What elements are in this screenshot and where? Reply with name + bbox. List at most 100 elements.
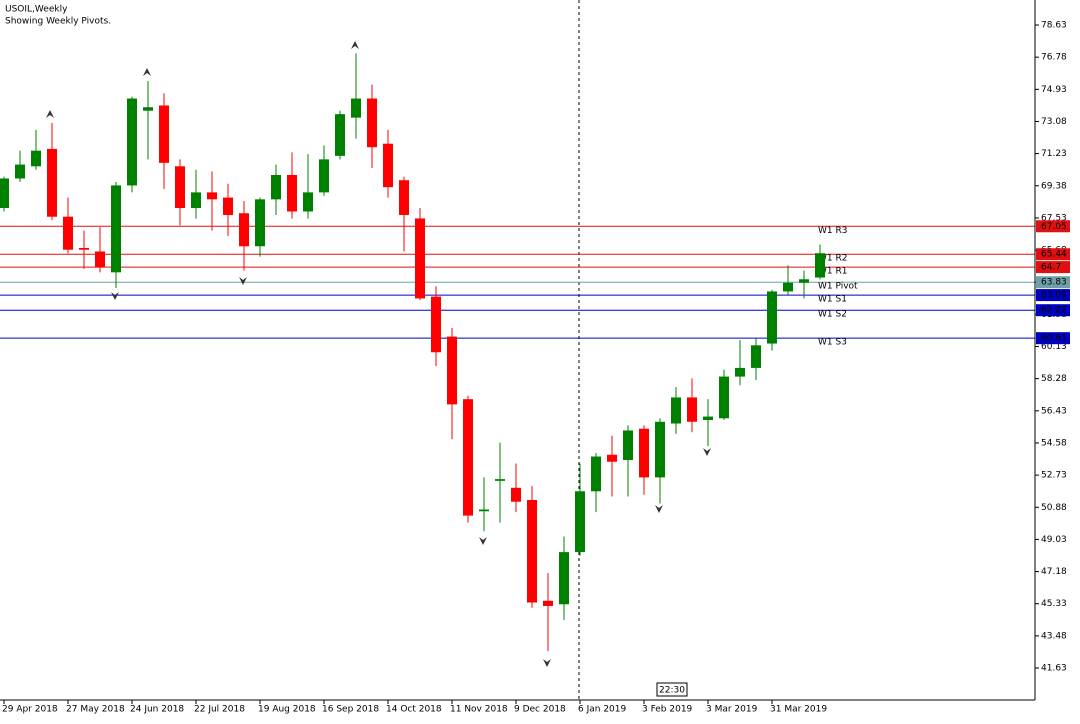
- candle-body: [287, 175, 297, 212]
- candle-body: [431, 296, 441, 353]
- candle-body: [175, 166, 185, 209]
- pivot-name: W1 S3: [818, 338, 847, 348]
- y-tick-label: 67.53: [1041, 213, 1067, 223]
- pivot-layer: W1 R3 67.05 W1 R2 65.44 W1 R1 64.7 W1 Pivot 63.…: [0, 220, 1070, 348]
- y-tick-label: 71.23: [1041, 149, 1067, 159]
- y-tick-label: 52.73: [1041, 471, 1067, 481]
- x-tick-label: 3 Mar 2019: [706, 705, 758, 715]
- time-box: [656, 682, 688, 697]
- fractal-up: [46, 110, 54, 118]
- candle-body: [527, 499, 537, 603]
- y-tick-label: 74.93: [1041, 85, 1067, 95]
- x-tick-label: 9 Dec 2018: [514, 705, 566, 715]
- y-tick-label: 56.43: [1041, 406, 1067, 416]
- pivot-value-box: [1036, 261, 1070, 274]
- candle-body: [671, 397, 681, 424]
- candle-body: [415, 218, 425, 299]
- candle-body: [751, 345, 761, 368]
- pivot-value-box: [1036, 289, 1070, 302]
- y-tick-label: 43.48: [1041, 631, 1067, 641]
- candle-body: [383, 143, 393, 188]
- candle-body: [255, 199, 265, 247]
- pivot-value-label: 63.09: [1041, 291, 1067, 301]
- pivot-value-label: 62.22: [1041, 306, 1067, 316]
- candle-body: [207, 192, 217, 200]
- time-label: 22:30: [659, 686, 685, 696]
- candle-body: [719, 376, 729, 419]
- pivot-value-box: [1036, 332, 1070, 345]
- x-tick-label: 19 Aug 2018: [258, 705, 316, 715]
- pivot-value-box: [1036, 304, 1070, 317]
- y-tick-label: 45.33: [1041, 599, 1067, 609]
- pivot-value-label: 63.83: [1041, 278, 1067, 288]
- candle-body: [95, 251, 105, 268]
- candle-body: [735, 367, 745, 377]
- fractal-down: [543, 659, 551, 667]
- y-tick-label: 50.88: [1041, 503, 1067, 513]
- candle-body: [111, 185, 121, 273]
- candle-body: [591, 456, 601, 492]
- candle-body: [543, 600, 553, 606]
- pivot-name: W1 R2: [818, 254, 847, 264]
- x-tick-label: 29 Apr 2018: [2, 705, 58, 715]
- candle-body: [799, 279, 809, 283]
- candle-body: [463, 399, 473, 516]
- y-tick-label: 47.18: [1041, 567, 1067, 577]
- y-tick-label: 69.38: [1041, 181, 1067, 191]
- candle-body: [815, 253, 825, 278]
- candle-body: [239, 213, 249, 247]
- pivot-value-label: 64.7: [1041, 263, 1061, 273]
- x-tick-label: 22 Jul 2018: [194, 705, 245, 715]
- candle-body: [495, 479, 505, 481]
- candle-body: [655, 421, 665, 478]
- pivot-name: W1 S1: [818, 295, 847, 305]
- fractal-down: [239, 277, 247, 285]
- fractal-down: [655, 505, 663, 513]
- candle-body: [15, 164, 25, 179]
- pivot-value-label: 67.05: [1041, 222, 1067, 232]
- candle-body: [159, 105, 169, 163]
- candle-body: [223, 197, 233, 215]
- pivot-value-label: 60.61: [1041, 334, 1067, 344]
- candle-body: [319, 159, 329, 193]
- chart-title: USOIL,Weekly: [5, 5, 68, 15]
- pivot-name: W1 Pivot: [818, 282, 858, 292]
- x-tick-label: 3 Feb 2019: [642, 705, 693, 715]
- y-tick-label: 76.78: [1041, 53, 1067, 63]
- candle-body: [79, 247, 89, 250]
- candle-body: [703, 416, 713, 421]
- y-tick-label: 60.13: [1041, 342, 1067, 352]
- candle-body: [479, 509, 489, 512]
- x-tick-label: 14 Oct 2018: [386, 705, 442, 715]
- y-tick-label: 58.28: [1041, 374, 1067, 384]
- candle-body: [575, 491, 585, 553]
- candle-body: [399, 180, 409, 215]
- pivot-value-box: [1036, 276, 1070, 289]
- candle-body: [687, 397, 697, 422]
- candle-body: [607, 454, 617, 462]
- fractal-down: [111, 292, 119, 300]
- candle-body: [191, 192, 201, 209]
- candle-body: [767, 291, 777, 344]
- candle-body: [0, 178, 9, 209]
- x-tick-label: 31 Mar 2019: [770, 705, 827, 715]
- candle-body: [335, 114, 345, 156]
- fractal-up: [143, 68, 151, 76]
- x-tick-label: 16 Sep 2018: [322, 705, 379, 715]
- candle-body: [559, 552, 569, 605]
- candle-body: [303, 192, 313, 212]
- x-tick-label: 11 Nov 2018: [450, 705, 508, 715]
- candle-body: [271, 175, 281, 200]
- fractal-down: [479, 537, 487, 545]
- pivot-value-label: 65.44: [1041, 250, 1067, 260]
- x-tick-label: 27 May 2018: [66, 705, 125, 715]
- y-tick-label: 78.63: [1041, 21, 1067, 31]
- pivot-name: W1 R1: [818, 267, 847, 277]
- grid-layer: 41.63 43.48 45.33 47.18 49.03 50.88 52.73 54.58…: [2, 21, 1067, 715]
- candle-body: [127, 98, 137, 186]
- candle-body: [31, 150, 41, 167]
- candle-body: [511, 487, 521, 502]
- candle-body: [367, 98, 377, 148]
- candle-layer: [0, 53, 825, 652]
